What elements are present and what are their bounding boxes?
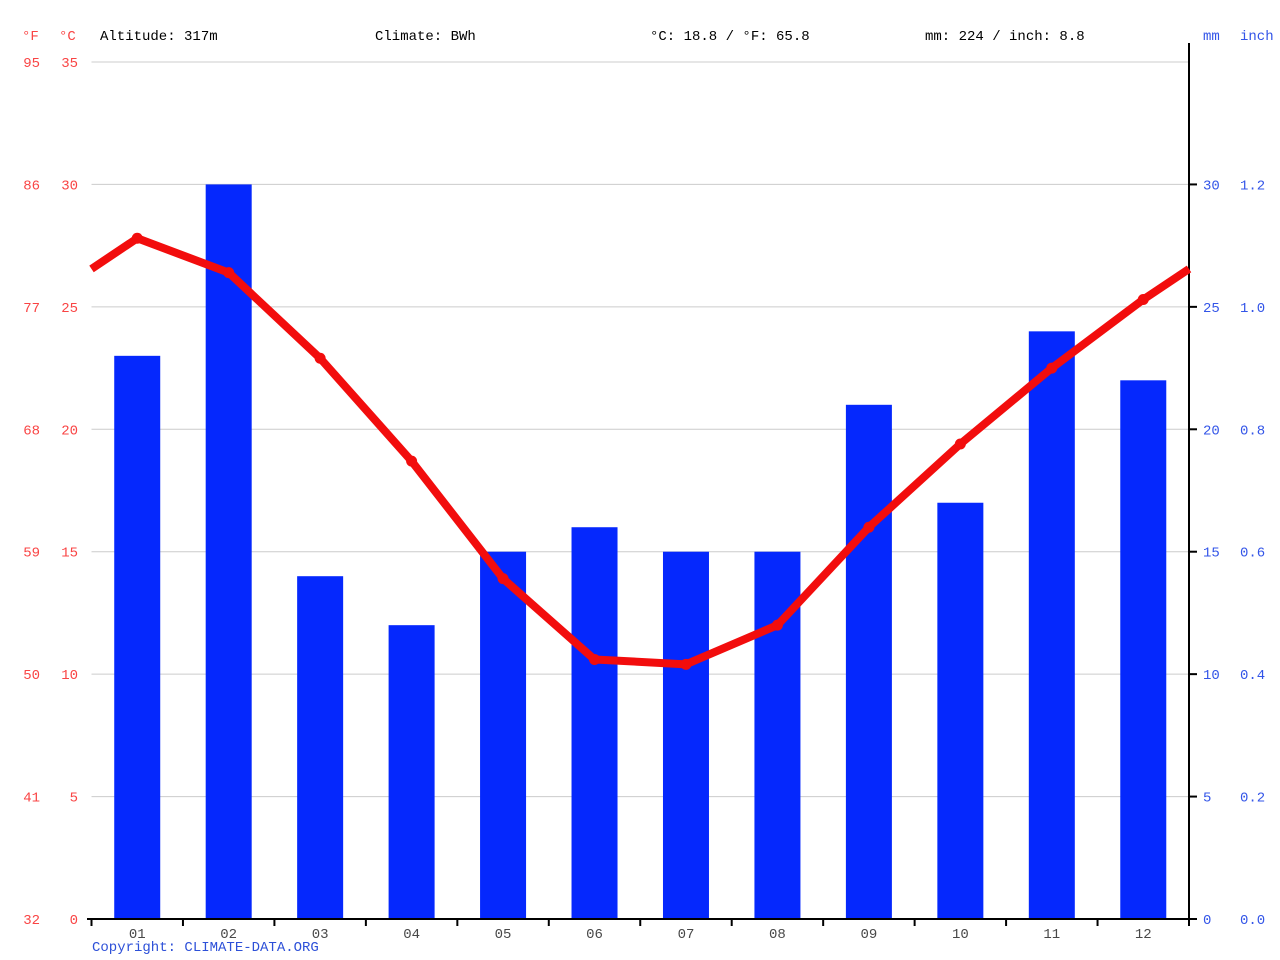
temperature-line [89,234,1192,669]
y-axis-label-celsius: 30 [61,178,78,194]
temperature-point [314,352,326,364]
y-axis-label-fahrenheit: 41 [23,791,40,807]
x-axis-label-month: 06 [586,927,603,943]
temperature-point [497,573,509,585]
y-axis-label-fahrenheit: 95 [23,56,40,72]
y-axis-label-celsius: 15 [61,546,78,562]
temperature-point [131,232,143,244]
precipitation-bar [571,527,618,919]
x-axis-label-month: 09 [860,927,877,943]
x-axis-label-month: 05 [495,927,512,943]
x-axis-label-month: 08 [769,927,786,943]
y-axis-label-fahrenheit: 86 [23,178,40,194]
y-axis-label-fahrenheit: 77 [23,301,40,317]
x-axis-label-month: 11 [1043,927,1060,943]
temperature-point [863,521,875,533]
y-axis-label-celsius: 25 [61,301,78,317]
precipitation-bar [1028,331,1075,919]
y-axis-label-inch: 0.2 [1240,791,1265,807]
y-axis-label-mm: 5 [1203,791,1211,807]
x-axis-label-month: 02 [220,927,237,943]
total-precipitation-label: mm: 224 / inch: 8.8 [925,29,1085,45]
y-axis-label-fahrenheit: 68 [23,423,40,439]
temperature-point [954,438,966,450]
precipitation-bar [1120,380,1167,919]
y-axis-label-celsius: 35 [61,56,78,72]
temperature-point [1046,362,1058,374]
y-axis-label-inch: 1.2 [1240,178,1265,194]
x-axis-label-month: 07 [678,927,695,943]
temperature-point [406,455,418,467]
precipitation-bar [662,551,709,919]
y-axis-label-celsius: 20 [61,423,78,439]
altitude-label: Altitude: 317m [100,29,218,45]
precipitation-bar [388,625,435,919]
y-axis-label-mm: 10 [1203,668,1220,684]
x-axis-label-month: 03 [312,927,329,943]
y-axis-label-mm: 25 [1203,301,1220,317]
x-axis-label-month: 12 [1135,927,1152,943]
precipitation-bar [205,184,252,919]
fahrenheit-unit-label: °F [22,29,39,45]
y-axis-label-inch: 0.6 [1240,546,1265,562]
y-axis-label-mm: 30 [1203,178,1220,194]
precipitation-bar [114,355,161,919]
y-axis-label-mm: 15 [1203,546,1220,562]
y-axis-label-inch: 0.0 [1240,913,1265,929]
mean-temperature-label: °C: 18.8 / °F: 65.8 [650,29,810,45]
y-axis-label-fahrenheit: 32 [23,913,40,929]
temperature-point [771,619,783,631]
y-axis-label-inch: 1.0 [1240,301,1265,317]
y-axis-label-inch: 0.8 [1240,423,1265,439]
temperature-point [223,267,235,279]
copyright-link[interactable]: Copyright: CLIMATE-DATA.ORG [92,940,319,956]
precipitation-bar [297,576,344,919]
y-axis-label-celsius: 5 [70,791,78,807]
precipitation-bar [480,551,527,919]
y-axis-label-fahrenheit: 50 [23,668,40,684]
climate-class-label: Climate: BWh [375,29,476,45]
y-axis-label-mm: 0 [1203,913,1211,929]
x-axis-label-month: 10 [952,927,969,943]
y-axis-label-inch: 0.4 [1240,668,1265,684]
precipitation-bar [845,404,892,919]
precipitation-bar [937,502,984,919]
temperature-point [1137,294,1149,306]
temperature-point [589,653,601,665]
x-axis-label-month: 01 [129,927,146,943]
mm-unit-label: mm [1203,29,1220,45]
y-axis-label-fahrenheit: 59 [23,546,40,562]
inch-unit-label: inch [1240,29,1274,45]
y-axis-label-mm: 20 [1203,423,1220,439]
y-axis-label-celsius: 10 [61,668,78,684]
y-axis-label-celsius: 0 [70,913,78,929]
temperature-point [680,658,692,670]
celsius-unit-label: °C [59,29,76,45]
x-axis-label-month: 04 [403,927,420,943]
